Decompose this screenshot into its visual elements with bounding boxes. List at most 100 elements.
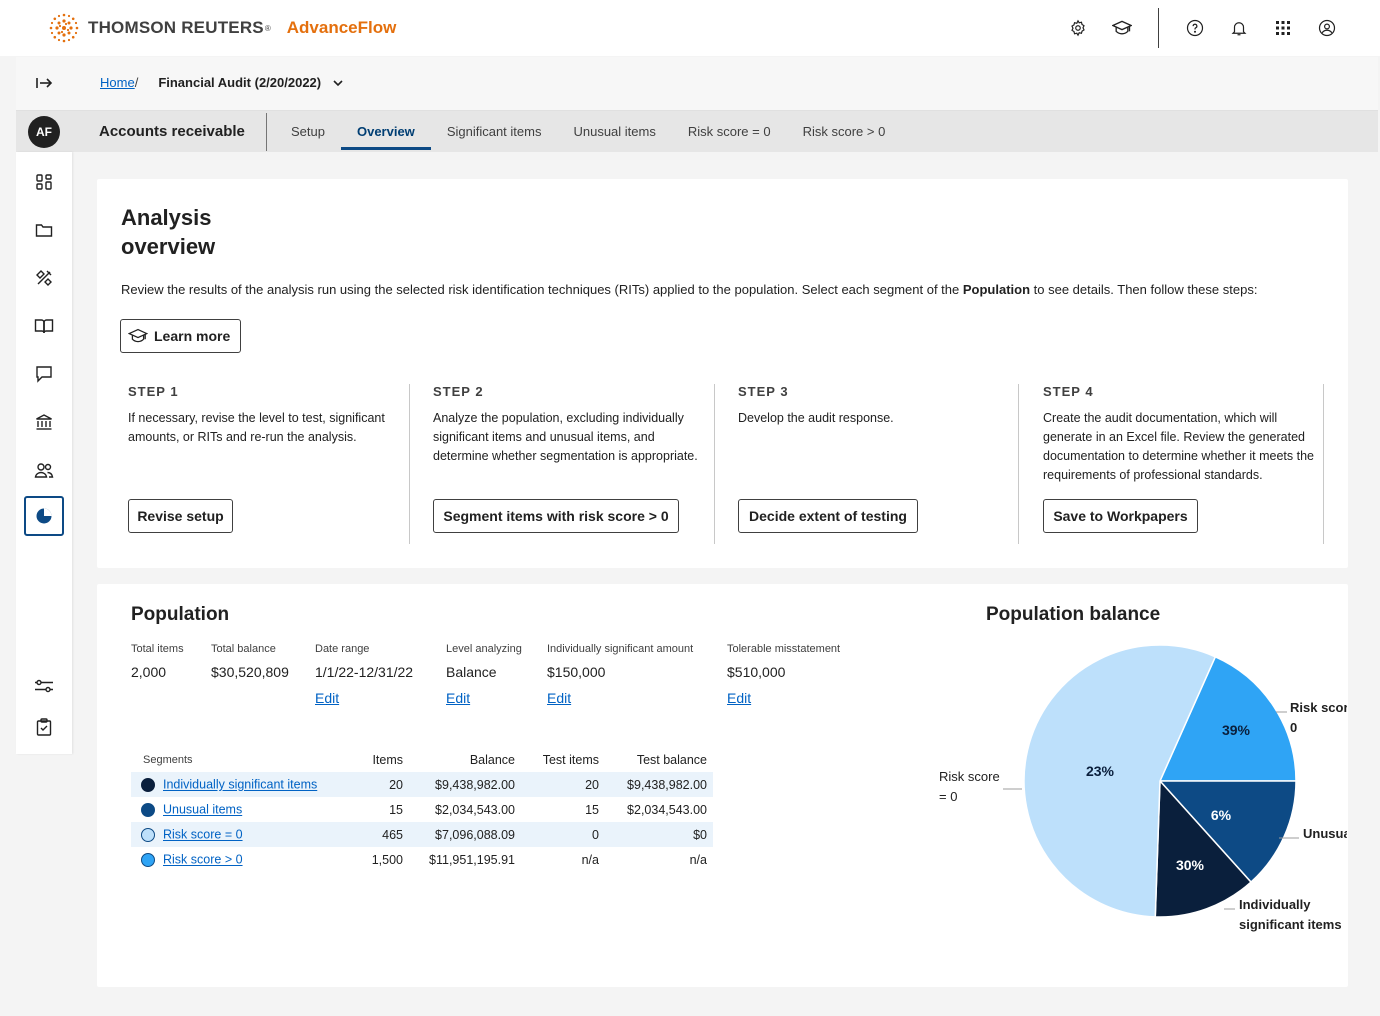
- pie-slice[interactable]: [1158, 780, 1297, 884]
- edit-tolerable-misstatement-link[interactable]: Edit: [727, 690, 752, 706]
- step-3: STEP 3 Develop the audit response. Decid…: [738, 384, 1014, 544]
- segment-link[interactable]: Unusual items: [163, 802, 243, 817]
- step-divider: [1018, 384, 1019, 544]
- items-cell: 1,500: [371, 852, 403, 867]
- breadcrumb-bar: Home / Financial Audit (2/20/2022): [16, 57, 1378, 111]
- edit-significant-amount-link[interactable]: Edit: [547, 690, 572, 706]
- breadcrumb: Home / Financial Audit (2/20/2022): [100, 75, 345, 90]
- analysis-description: Review the results of the analysis run u…: [121, 282, 1257, 297]
- analysis-title: Analysis overview: [121, 205, 216, 259]
- balance-cell: $2,034,543.00: [435, 802, 515, 817]
- segments-table: Segments Items Balance Test items Test b…: [131, 747, 713, 872]
- stat-total-items: Total items 2,000: [131, 643, 184, 680]
- step-1: STEP 1 If necessary, revise the level to…: [128, 384, 404, 544]
- segment-link[interactable]: Risk score = 0: [163, 827, 243, 842]
- segment-color-dot: [141, 777, 155, 792]
- step-4: STEP 4 Create the audit documentation, w…: [1043, 384, 1319, 544]
- stat-value: $30,520,809: [211, 664, 289, 680]
- segment-link[interactable]: Individually significant items: [163, 777, 318, 792]
- segment-color-dot: [141, 852, 155, 867]
- dashboard-icon[interactable]: [24, 162, 64, 202]
- breadcrumb-current[interactable]: Financial Audit (2/20/2022): [158, 75, 322, 90]
- stat-significant-amount: Individually significant amount $150,000…: [547, 643, 693, 708]
- pie-slice-caption: = 0: [939, 789, 957, 804]
- stat-label: Level analyzing: [446, 643, 522, 655]
- sliders-icon[interactable]: [24, 666, 64, 706]
- book-icon[interactable]: [24, 306, 64, 346]
- stat-value: $510,000: [727, 664, 786, 680]
- stat-level-analyzing: Level analyzing Balance Edit: [446, 643, 522, 708]
- chart-title: Population balance: [986, 604, 1161, 625]
- table-row: Risk score > 0 1,500 $11,951,195.91 n/a …: [131, 847, 713, 872]
- bell-icon[interactable]: [1225, 14, 1253, 42]
- pie-slice[interactable]: [1023, 644, 1217, 918]
- table-row: Unusual items 15 $2,034,543.00 15 $2,034…: [131, 797, 713, 822]
- pie-chart-icon[interactable]: [24, 496, 64, 536]
- decide-extent-button[interactable]: Decide extent of testing: [738, 499, 918, 533]
- step-divider: [409, 384, 410, 544]
- balance-cell: $7,096,088.09: [409, 822, 521, 847]
- graduation-cap-icon: [128, 328, 148, 343]
- pie-slice-caption: Risk score >: [1290, 700, 1347, 715]
- pie-slice[interactable]: [1158, 655, 1297, 782]
- user-icon[interactable]: [1313, 14, 1341, 42]
- population-title: Population: [131, 604, 230, 625]
- save-to-workpapers-button[interactable]: Save to Workpapers: [1043, 499, 1198, 533]
- comment-icon[interactable]: [24, 354, 64, 394]
- edit-level-link[interactable]: Edit: [446, 690, 471, 706]
- folder-icon[interactable]: [24, 210, 64, 250]
- test-items-cell: 15: [585, 802, 599, 817]
- help-icon[interactable]: [1181, 14, 1209, 42]
- step-label: STEP 1: [128, 384, 179, 399]
- edit-date-range-link[interactable]: Edit: [315, 690, 340, 706]
- clipboard-check-icon[interactable]: [24, 707, 64, 747]
- stat-label: Date range: [315, 643, 370, 655]
- section-title: Accounts receivable: [99, 123, 245, 140]
- tab-overview[interactable]: Overview: [340, 111, 431, 152]
- tools-icon[interactable]: [24, 258, 64, 298]
- test-balance-cell: $0: [605, 822, 713, 847]
- stat-value: 2,000: [131, 664, 167, 680]
- breadcrumb-home-link[interactable]: Home: [100, 75, 135, 90]
- segment-color-dot: [141, 802, 155, 817]
- pie-slice-caption: Individually: [1239, 897, 1311, 912]
- segment-items-button[interactable]: Segment items with risk score > 0: [433, 499, 679, 533]
- segment-cell: Unusual items: [131, 797, 359, 822]
- tab-setup[interactable]: Setup: [291, 124, 325, 139]
- gear-icon[interactable]: [1064, 14, 1092, 42]
- apps-grid-icon[interactable]: [1269, 14, 1297, 42]
- table-row: Risk score = 0 465 $7,096,088.09 0 $0: [131, 822, 713, 847]
- chevron-down-icon[interactable]: [331, 76, 345, 90]
- step-divider: [1323, 384, 1324, 544]
- learn-more-label: Learn more: [154, 328, 231, 344]
- graduation-cap-icon[interactable]: [1108, 14, 1136, 42]
- table-header-row: Segments Items Balance Test items Test b…: [131, 747, 713, 772]
- tab-risk-score-zero[interactable]: Risk score = 0: [687, 124, 771, 139]
- breadcrumb-separator: /: [134, 75, 139, 90]
- test-balance-cell: n/a: [689, 852, 707, 867]
- revise-setup-button[interactable]: Revise setup: [128, 499, 233, 533]
- tab-risk-score-positive[interactable]: Risk score > 0: [802, 124, 886, 139]
- avatar[interactable]: AF: [28, 116, 60, 148]
- population-balance-pie-chart: 39% Risk score > 0 6% Unusual items 30% Indivi…: [939, 644, 1347, 932]
- learn-more-button[interactable]: Learn more: [120, 319, 241, 353]
- stat-tolerable-misstatement: Tolerable misstatement $510,000 Edit: [727, 643, 840, 708]
- step-2: STEP 2 Analyze the population, excluding…: [433, 384, 709, 544]
- brand[interactable]: THOMSON REUTERS ® AdvanceFlow: [48, 12, 396, 44]
- items-cell: 15: [389, 802, 403, 817]
- analysis-description-text: Review the results of the analysis run u…: [121, 282, 963, 297]
- balance-cell: $11,951,195.91: [429, 852, 515, 867]
- pie-slice[interactable]: [1154, 779, 1253, 918]
- pie-slice-percent-label: 23%: [1086, 763, 1115, 779]
- tab-unusual-items[interactable]: Unusual items: [573, 124, 656, 139]
- pie-slice-caption: significant items: [1239, 917, 1342, 932]
- tab-list: Setup Overview Significant items Unusual…: [275, 111, 901, 152]
- left-rail: [16, 152, 72, 754]
- users-icon[interactable]: [24, 450, 64, 490]
- bank-icon[interactable]: [24, 402, 64, 442]
- tab-significant-items[interactable]: Significant items: [446, 124, 542, 139]
- expand-sidebar-icon[interactable]: [34, 71, 58, 95]
- step-label: STEP 2: [433, 384, 484, 399]
- segment-link[interactable]: Risk score > 0: [163, 852, 243, 867]
- stat-value: Balance: [446, 664, 497, 680]
